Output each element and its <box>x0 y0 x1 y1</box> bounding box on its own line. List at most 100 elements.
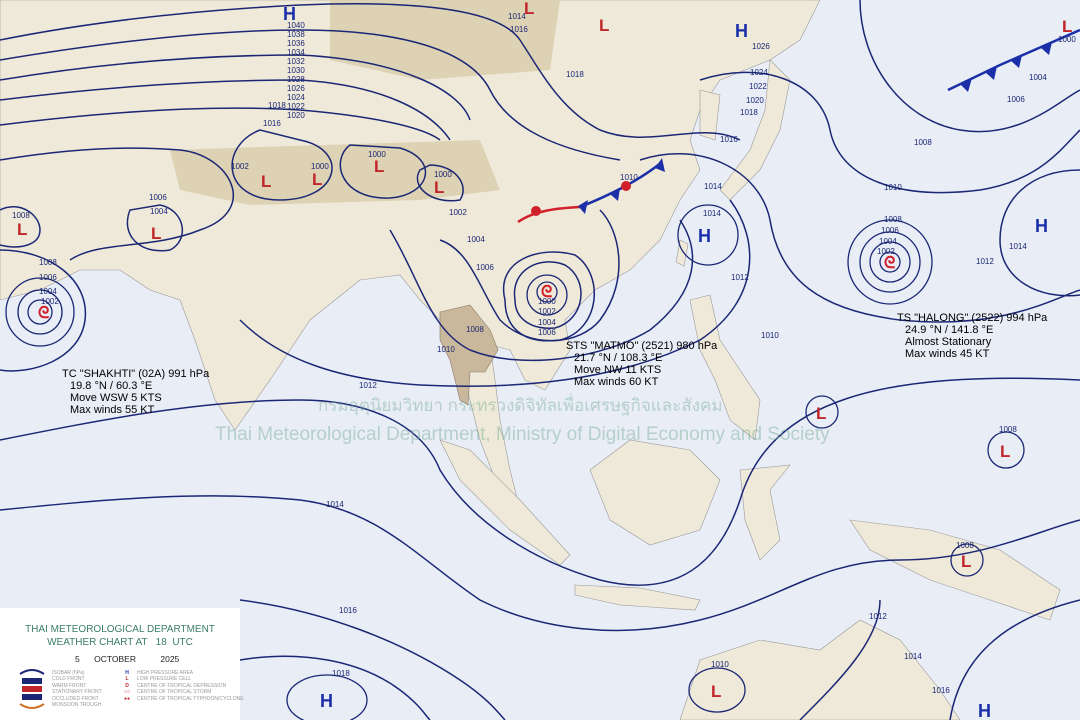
isobar-label: 1008 <box>466 325 484 334</box>
low-center: L <box>1062 17 1072 36</box>
isobar-label: 1020 <box>746 96 764 105</box>
isobar-label: 1008 <box>956 541 974 550</box>
land-australia <box>679 619 961 720</box>
storm-halong-icon: ᘓ <box>884 255 895 272</box>
isobar-label: 1002 <box>877 247 895 256</box>
high-center: H <box>698 226 711 246</box>
isobar-label: 1004 <box>39 287 57 296</box>
storm-position: 24.9 °N / 141.8 °E <box>905 324 994 336</box>
legend-symbol-typhoon: ●● <box>123 695 131 702</box>
isobar-label: 1006 <box>881 226 899 235</box>
isobar-label: 1030 <box>287 66 305 75</box>
legend-symbol-high: H <box>125 670 129 676</box>
low-center: L <box>151 224 161 243</box>
isobar-label: 1004 <box>150 207 168 216</box>
isobar-label: 1000 <box>538 297 556 306</box>
isobar-label: 1008 <box>884 215 902 224</box>
low-center: L <box>374 157 384 176</box>
isobar-label: 1024 <box>750 68 768 77</box>
isobar-label: 1004 <box>879 237 897 246</box>
isobar-label: 1012 <box>869 612 887 621</box>
isobar-label: 1032 <box>287 57 305 66</box>
legend-symbol-depression: D <box>125 682 129 689</box>
isobar-label: 1016 <box>510 25 528 34</box>
isobar-label: 1014 <box>326 500 344 509</box>
isobar-label: 1016 <box>263 119 281 128</box>
isobar-label: 1016 <box>720 135 738 144</box>
low-center: L <box>261 172 271 191</box>
storm-name: TC "SHAKHTI" (02A) 991 hPa <box>62 368 210 380</box>
storm-info-shakhti: TC "SHAKHTI" (02A) 991 hPa 19.8 °N / 60.… <box>62 368 209 416</box>
low-center: L <box>961 552 971 571</box>
low-center: L <box>1000 442 1010 461</box>
watermark-english: Thai Meteorological Department, Ministry… <box>215 424 830 445</box>
legend-item: LOW PRESSURE CELL <box>137 676 192 683</box>
isobar-label: 1012 <box>731 273 749 282</box>
isobar-label: 1002 <box>538 307 556 316</box>
chart-legend: THAI METEOROLOGICAL DEPARTMENT WEATHER C… <box>0 608 244 720</box>
legend-item: CENTRE OF TROPICAL DEPRESSION <box>137 682 227 689</box>
isobar-label: 1018 <box>268 101 286 110</box>
land-philippines <box>689 294 761 441</box>
storm-movement: Almost Stationary <box>905 336 992 348</box>
low-center: L <box>17 220 27 239</box>
stationary-front-red <box>517 205 581 224</box>
isobar-label: 1002 <box>449 208 467 217</box>
isobar-label: 1024 <box>287 93 305 102</box>
low-center: L <box>711 682 721 701</box>
high-center: H <box>1035 216 1048 236</box>
storm-position: 19.8 °N / 60.3 °E <box>70 380 153 392</box>
isobar-label: 1010 <box>761 331 779 340</box>
isobar-label: 1018 <box>566 70 584 79</box>
isobar-label: 1038 <box>287 30 305 39</box>
cyclone-shakhti-icon: ᘓ <box>38 305 49 322</box>
land-sumatra <box>439 439 571 566</box>
low-center: L <box>312 170 322 189</box>
isobar-label: 1022 <box>749 82 767 91</box>
date-month: OCTOBER <box>94 654 136 664</box>
storm-max-winds: Max winds 60 KT <box>574 376 659 388</box>
isobar-label: 1000 <box>1058 35 1076 44</box>
isobar-label: 1028 <box>287 75 305 84</box>
isobar-label: 1006 <box>1007 95 1025 104</box>
low-center: L <box>434 178 444 197</box>
storm-position: 21.7 °N / 108.3 °E <box>574 352 663 364</box>
legend-item: MONSOON TROUGH <box>52 702 102 709</box>
isobar-label: 1014 <box>1009 242 1027 251</box>
legend-item: ISOBAR (hPa) <box>52 670 85 676</box>
low-center: L <box>816 404 826 423</box>
isobar-label: 1010 <box>620 173 638 182</box>
isobar-label: 1012 <box>359 381 377 390</box>
legend-date: 5 OCTOBER 2025 <box>75 654 179 664</box>
land-thailand <box>439 304 499 406</box>
isobar-label: 1034 <box>287 48 305 57</box>
isobar-label: 1014 <box>704 182 722 191</box>
watermark-thai: กรมอุตุนิยมวิทยา กระทรวงดิจิทัลเพื่อเศรษ… <box>318 396 723 415</box>
low-center: L <box>524 0 534 18</box>
isobar-label: 1006 <box>538 328 556 337</box>
storm-max-winds: Max winds 55 KT <box>70 404 155 416</box>
legend-left-items: ISOBAR (hPa) COLD FRONT WARM FRONT STATI… <box>52 670 102 708</box>
isobar-label: 1014 <box>508 12 526 21</box>
high-center: H <box>283 4 296 24</box>
legend-item: CENTRE OF TROPICAL STORM <box>137 689 212 696</box>
isobar-label: 1004 <box>1029 73 1047 82</box>
storm-info-halong: TS "HALONG" (2522) 994 hPa 24.9 °N / 141… <box>897 312 1047 360</box>
isobar-labels: 1040103810361034103210301028102610241022… <box>12 12 1076 695</box>
low-center: L <box>599 16 609 35</box>
legend-item: CENTRE OF TROPICAL TYPHOON/CYCLONE <box>137 695 244 702</box>
legend-item: HIGH PRESSURE AREA <box>137 670 194 676</box>
isobar-label: 1010 <box>437 345 455 354</box>
legend-symbols: H L D ○○ ●● <box>120 670 134 702</box>
isobar-label: 1008 <box>39 258 57 267</box>
isobar-label: 1008 <box>914 138 932 147</box>
pressure-centers: H H H H H H L L L L L L L L L L L L L <box>17 0 1072 720</box>
date-day: 5 <box>75 654 80 664</box>
isobar-label: 1036 <box>287 39 305 48</box>
isobar-label: 1008 <box>12 211 30 220</box>
isobar-label: 1018 <box>740 108 758 117</box>
isobar-label: 1014 <box>703 209 721 218</box>
isobar-label: 1004 <box>467 235 485 244</box>
